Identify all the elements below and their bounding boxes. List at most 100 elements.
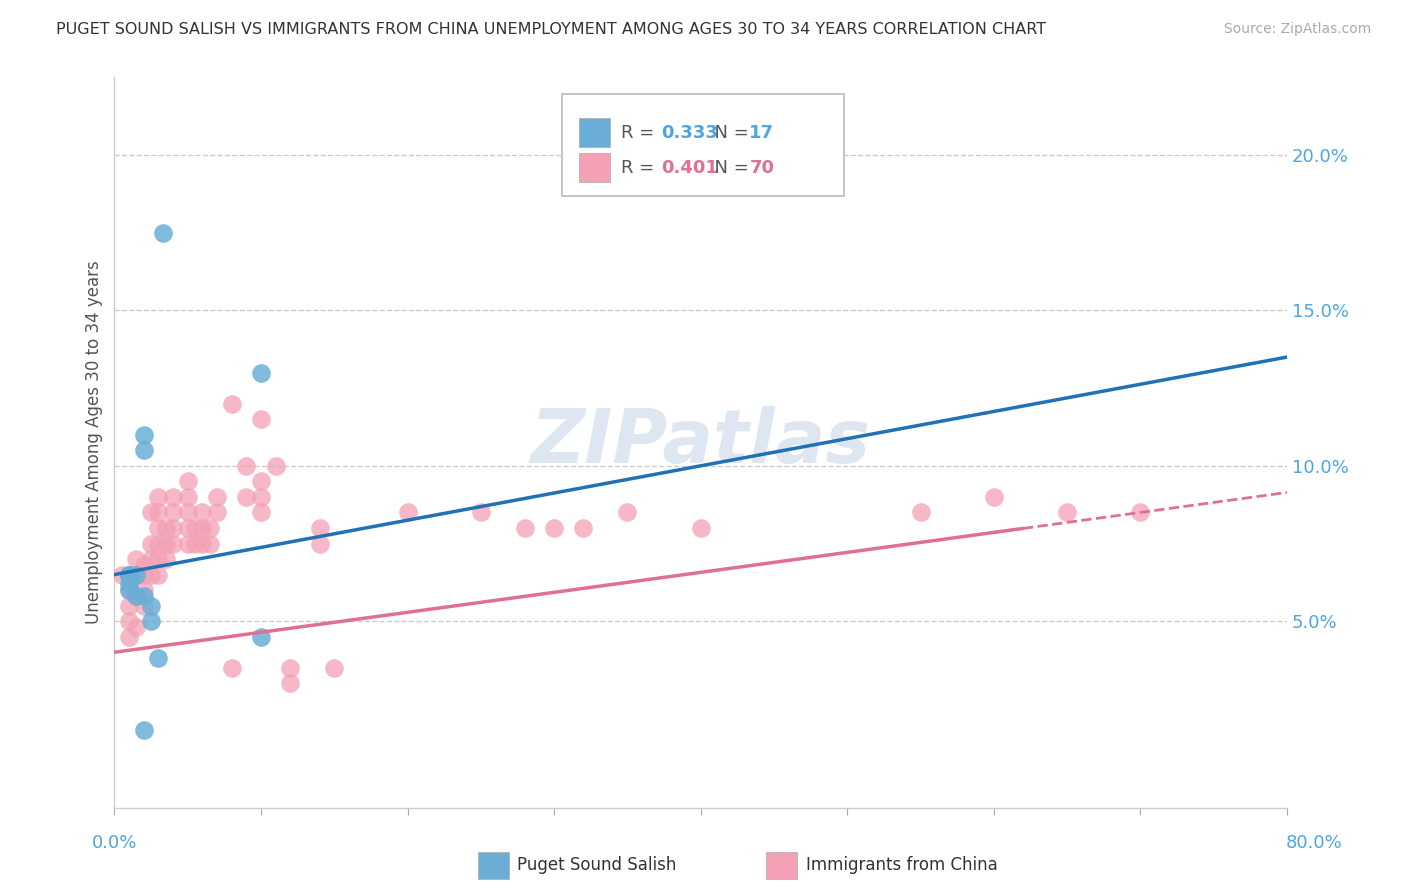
- Point: [191, 521, 214, 535]
- Point: [198, 536, 221, 550]
- Text: 0.0%: 0.0%: [91, 834, 136, 852]
- Point: [118, 567, 141, 582]
- Point: [125, 590, 148, 604]
- Point: [139, 505, 162, 519]
- Point: [250, 505, 273, 519]
- Text: Source: ZipAtlas.com: Source: ZipAtlas.com: [1223, 22, 1371, 37]
- Point: [205, 505, 228, 519]
- Point: [148, 552, 170, 566]
- Point: [132, 583, 155, 598]
- Point: [132, 723, 155, 737]
- Point: [250, 412, 273, 426]
- Point: [250, 475, 273, 489]
- Point: [572, 521, 595, 535]
- Point: [162, 536, 184, 550]
- Y-axis label: Unemployment Among Ages 30 to 34 years: Unemployment Among Ages 30 to 34 years: [86, 260, 103, 624]
- Point: [139, 567, 162, 582]
- Text: ZIPatlas: ZIPatlas: [530, 406, 870, 479]
- Point: [250, 490, 273, 504]
- Text: 0.333: 0.333: [661, 124, 717, 142]
- Point: [162, 505, 184, 519]
- Text: N =: N =: [703, 159, 755, 177]
- Point: [235, 490, 257, 504]
- Point: [125, 590, 148, 604]
- Text: 80.0%: 80.0%: [1286, 834, 1343, 852]
- Point: [132, 567, 155, 582]
- Point: [155, 536, 177, 550]
- Point: [176, 490, 198, 504]
- Point: [125, 567, 148, 582]
- Point: [132, 427, 155, 442]
- Point: [250, 366, 273, 380]
- Point: [221, 397, 243, 411]
- Point: [118, 583, 141, 598]
- Point: [162, 521, 184, 535]
- Point: [910, 505, 932, 519]
- Point: [205, 490, 228, 504]
- Point: [118, 599, 141, 613]
- Point: [176, 475, 198, 489]
- Point: [132, 599, 155, 613]
- Point: [132, 558, 155, 573]
- Point: [1129, 505, 1152, 519]
- Text: R =: R =: [621, 159, 661, 177]
- Point: [125, 567, 148, 582]
- Text: Immigrants from China: Immigrants from China: [806, 856, 997, 874]
- Point: [139, 536, 162, 550]
- Point: [118, 583, 141, 598]
- Point: [148, 536, 170, 550]
- Point: [616, 505, 638, 519]
- Point: [148, 505, 170, 519]
- Point: [148, 651, 170, 665]
- Point: [125, 552, 148, 566]
- Point: [983, 490, 1005, 504]
- Point: [689, 521, 711, 535]
- Point: [139, 614, 162, 628]
- Point: [132, 590, 155, 604]
- Point: [198, 521, 221, 535]
- Point: [176, 505, 198, 519]
- Point: [118, 567, 141, 582]
- Point: [125, 620, 148, 634]
- Text: 70: 70: [749, 159, 775, 177]
- Text: R =: R =: [621, 124, 661, 142]
- Point: [396, 505, 419, 519]
- Point: [118, 614, 141, 628]
- Point: [308, 521, 330, 535]
- Point: [118, 577, 141, 591]
- Text: Puget Sound Salish: Puget Sound Salish: [517, 856, 676, 874]
- Point: [118, 567, 141, 582]
- Point: [513, 521, 536, 535]
- Text: PUGET SOUND SALISH VS IMMIGRANTS FROM CHINA UNEMPLOYMENT AMONG AGES 30 TO 34 YEA: PUGET SOUND SALISH VS IMMIGRANTS FROM CH…: [56, 22, 1046, 37]
- Point: [191, 505, 214, 519]
- Point: [543, 521, 565, 535]
- Point: [184, 521, 207, 535]
- Text: 17: 17: [749, 124, 775, 142]
- Point: [148, 521, 170, 535]
- Point: [176, 521, 198, 535]
- Point: [132, 443, 155, 458]
- Point: [278, 676, 301, 690]
- Point: [191, 536, 214, 550]
- Point: [1056, 505, 1078, 519]
- Text: N =: N =: [703, 124, 755, 142]
- Text: 0.401: 0.401: [661, 159, 717, 177]
- Point: [162, 490, 184, 504]
- Point: [139, 552, 162, 566]
- Point: [221, 661, 243, 675]
- Point: [184, 536, 207, 550]
- Point: [111, 567, 134, 582]
- Point: [176, 536, 198, 550]
- Point: [264, 458, 287, 473]
- Point: [470, 505, 492, 519]
- Point: [155, 552, 177, 566]
- Point: [323, 661, 346, 675]
- Point: [250, 630, 273, 644]
- Point: [152, 226, 174, 240]
- Point: [139, 599, 162, 613]
- Point: [155, 521, 177, 535]
- Point: [148, 490, 170, 504]
- Point: [118, 630, 141, 644]
- Point: [235, 458, 257, 473]
- Point: [308, 536, 330, 550]
